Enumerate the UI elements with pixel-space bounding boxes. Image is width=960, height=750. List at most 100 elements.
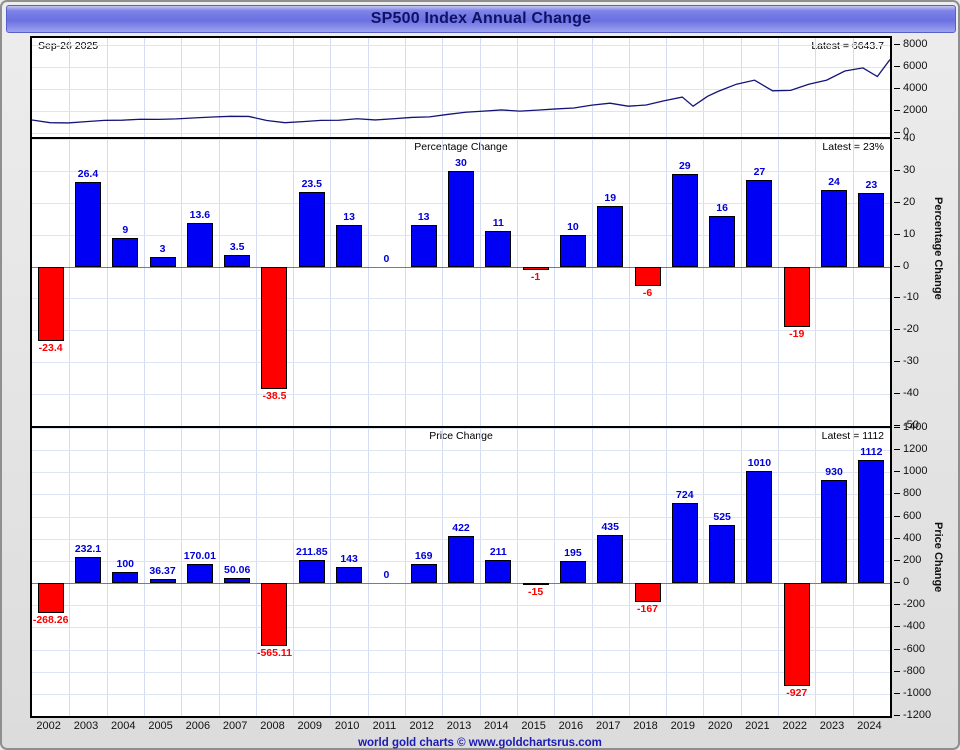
grid-line-horizontal xyxy=(32,362,890,364)
bar[interactable] xyxy=(559,234,586,267)
bar[interactable] xyxy=(448,536,474,584)
bar[interactable] xyxy=(559,561,586,584)
bar-value-label: 435 xyxy=(601,520,619,533)
bar[interactable] xyxy=(522,266,549,270)
bar[interactable] xyxy=(746,471,773,584)
grid-line-horizontal xyxy=(32,649,890,651)
grid-line-vertical xyxy=(591,428,593,716)
bar[interactable] xyxy=(709,524,736,584)
axis-tick-label: 6000 xyxy=(903,59,928,72)
bar[interactable] xyxy=(298,191,325,267)
grid-line-vertical xyxy=(778,139,780,426)
bar[interactable] xyxy=(783,266,810,328)
bar[interactable] xyxy=(448,170,474,267)
axis-tick-label: -1000 xyxy=(903,686,932,699)
bar[interactable] xyxy=(74,557,101,584)
bar[interactable] xyxy=(858,459,885,584)
grid-line-vertical xyxy=(255,428,257,716)
bar[interactable] xyxy=(149,256,176,267)
axis-tick-label: 20 xyxy=(903,195,916,208)
bar[interactable] xyxy=(746,180,773,267)
bar-value-label: 3 xyxy=(159,242,166,255)
bar[interactable] xyxy=(224,255,251,267)
x-axis-label: 2021 xyxy=(745,720,770,732)
x-axis-label: 2017 xyxy=(595,720,621,732)
x-axis-label: 2006 xyxy=(185,720,211,732)
bar-value-label: 1112 xyxy=(860,445,883,458)
grid-line-vertical xyxy=(405,139,407,426)
bar[interactable] xyxy=(37,583,64,613)
bar[interactable] xyxy=(858,193,885,267)
bar[interactable] xyxy=(37,266,64,342)
bar[interactable] xyxy=(410,564,437,584)
bar[interactable] xyxy=(821,480,848,584)
percentage-axis-title: Percentage Change xyxy=(932,197,944,300)
grid-line-horizontal xyxy=(32,139,890,140)
grid-line-vertical xyxy=(330,428,332,716)
grid-line-horizontal xyxy=(32,66,890,68)
bar-value-label: 24 xyxy=(828,176,840,189)
bar-value-label: 19 xyxy=(604,191,617,204)
index-line-series xyxy=(32,59,890,124)
grid-line-vertical xyxy=(293,38,295,137)
bar[interactable] xyxy=(671,174,698,267)
bar[interactable] xyxy=(709,215,736,267)
grid-line-vertical xyxy=(293,428,295,716)
x-axis-label: 2014 xyxy=(484,720,509,732)
grid-line-horizontal xyxy=(32,693,890,695)
grid-line-horizontal xyxy=(32,426,890,427)
x-axis-label: 2012 xyxy=(409,720,434,732)
bar[interactable] xyxy=(298,559,325,584)
grid-line-horizontal xyxy=(32,132,890,134)
bar[interactable] xyxy=(261,583,288,646)
grid-line-vertical xyxy=(479,38,481,137)
axis-tick-label: -30 xyxy=(903,355,919,368)
bar-value-label: 13 xyxy=(417,211,430,224)
axis-tick-label: 30 xyxy=(903,163,916,176)
axis-tick-label: 8000 xyxy=(903,37,928,50)
grid-line-vertical xyxy=(516,38,518,137)
grid-line-vertical xyxy=(628,38,630,137)
axis-tick-mark xyxy=(894,425,900,426)
axis-tick-mark xyxy=(894,201,900,203)
bar[interactable] xyxy=(671,502,698,584)
bar[interactable] xyxy=(634,266,661,286)
bar[interactable] xyxy=(485,231,512,267)
bar[interactable] xyxy=(186,564,213,584)
grid-line-vertical xyxy=(554,38,556,137)
bar[interactable] xyxy=(485,559,512,584)
bar[interactable] xyxy=(224,577,251,584)
x-axis-label: 2023 xyxy=(819,720,845,732)
grid-line-vertical xyxy=(330,38,332,137)
bar[interactable] xyxy=(597,534,624,584)
bar[interactable] xyxy=(597,205,624,267)
x-axis-labels: 2002 2003 2004 2005 2006 2007 2008 2009 2010 2011… xyxy=(30,720,892,736)
bar[interactable] xyxy=(634,583,661,602)
grid-line-vertical xyxy=(591,139,593,426)
grid-line-horizontal xyxy=(32,88,890,90)
bar-value-label: 211.85 xyxy=(296,545,328,558)
bar[interactable] xyxy=(410,225,437,267)
bar[interactable] xyxy=(821,190,848,267)
bar-value-label: -23.4 xyxy=(38,342,63,355)
axis-tick-label: 200 xyxy=(903,553,922,566)
bar[interactable] xyxy=(336,225,363,267)
grid-line-vertical xyxy=(778,38,780,137)
bar[interactable] xyxy=(186,223,213,267)
grid-line-vertical xyxy=(143,428,145,716)
bar[interactable] xyxy=(336,567,363,584)
zero-line xyxy=(32,266,890,268)
grid-line-vertical xyxy=(516,428,518,716)
bar-value-label: -15 xyxy=(528,585,544,598)
axis-tick-mark xyxy=(894,559,900,561)
axis-tick-mark xyxy=(894,493,900,495)
bar[interactable] xyxy=(261,266,288,390)
bar[interactable] xyxy=(149,579,176,584)
bar[interactable] xyxy=(112,572,139,584)
bar[interactable] xyxy=(74,182,101,267)
bar[interactable] xyxy=(522,583,549,586)
bar[interactable] xyxy=(112,237,139,267)
grid-line-vertical xyxy=(69,428,71,716)
bar[interactable] xyxy=(783,583,810,686)
grid-line-vertical xyxy=(703,428,705,716)
